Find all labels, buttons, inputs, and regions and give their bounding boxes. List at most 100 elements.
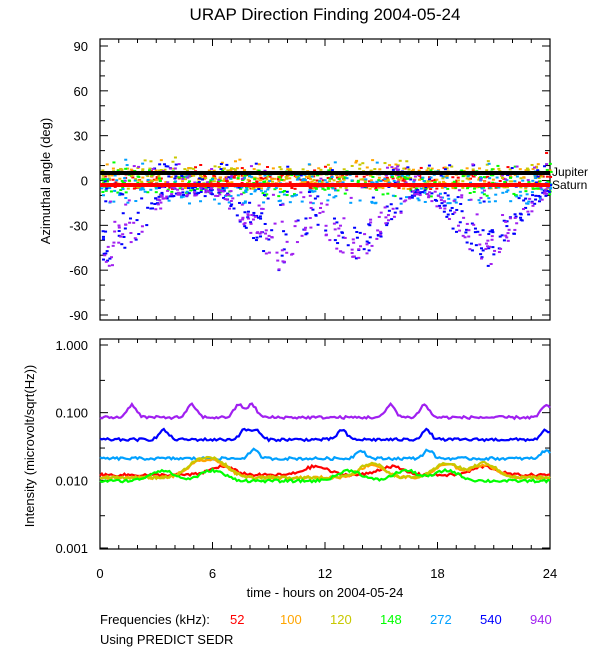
data-point [537, 176, 541, 179]
data-point [369, 169, 373, 172]
data-point [256, 177, 260, 180]
data-point [124, 203, 128, 206]
data-point [377, 186, 381, 189]
data-point [159, 193, 163, 196]
data-point [198, 177, 202, 180]
data-point [295, 241, 299, 244]
data-point [426, 167, 430, 170]
data-point [528, 197, 532, 200]
data-point [249, 221, 253, 224]
legend-item-540-khz: 540 [480, 612, 502, 627]
data-point [510, 180, 514, 183]
data-point [157, 195, 161, 198]
series-940-khz-line [99, 402, 551, 421]
data-point [375, 180, 379, 183]
data-point [140, 180, 144, 183]
data-point [389, 203, 393, 206]
data-point [281, 190, 285, 193]
data-point [527, 180, 531, 183]
data-point [260, 212, 264, 215]
data-point [116, 169, 120, 172]
data-point [531, 194, 535, 197]
data-point [473, 187, 477, 190]
data-point [173, 177, 177, 180]
data-point [178, 193, 182, 196]
data-point [446, 202, 450, 205]
data-point [358, 163, 362, 166]
data-point [367, 223, 371, 226]
data-point [379, 180, 383, 183]
data-point [233, 160, 237, 163]
data-point [277, 177, 281, 180]
data-point [151, 167, 155, 170]
data-point [373, 202, 377, 205]
data-point [119, 192, 123, 195]
data-point [157, 186, 161, 189]
data-point [439, 199, 443, 202]
data-point [446, 187, 450, 190]
data-point [124, 197, 128, 200]
data-point [469, 242, 473, 245]
data-point [227, 176, 231, 179]
data-point [282, 193, 286, 196]
data-point [419, 176, 423, 179]
data-point [307, 176, 311, 179]
data-point [159, 201, 163, 204]
data-point [456, 179, 460, 182]
data-point [129, 175, 133, 178]
data-point [542, 192, 546, 195]
data-point [170, 193, 174, 196]
data-point [249, 175, 253, 178]
data-point [535, 166, 539, 169]
data-point [154, 208, 158, 211]
data-point [480, 257, 484, 260]
data-point [501, 176, 505, 179]
data-point [430, 200, 434, 203]
data-point [443, 192, 447, 195]
data-point [487, 181, 491, 184]
data-point [478, 201, 482, 204]
data-point [503, 178, 507, 181]
data-point [184, 178, 188, 181]
data-point [427, 196, 431, 199]
data-point [508, 176, 512, 179]
data-point [106, 245, 110, 248]
data-point [541, 191, 545, 194]
data-point [121, 233, 125, 236]
y-tick-label: 90 [74, 39, 88, 54]
data-point [439, 196, 443, 199]
data-point [333, 161, 337, 164]
data-point [164, 165, 168, 168]
data-point [443, 186, 447, 189]
data-point [393, 211, 397, 214]
data-point [257, 204, 261, 207]
data-point [229, 199, 233, 202]
data-point [280, 249, 284, 252]
data-point [495, 186, 499, 189]
data-point [146, 175, 150, 178]
data-point [498, 170, 502, 173]
data-point [487, 162, 491, 165]
frequency-legend: Frequencies (kHz): [100, 612, 210, 627]
data-point [197, 192, 201, 195]
data-point [288, 181, 292, 184]
data-point [548, 184, 552, 187]
data-point [137, 175, 141, 178]
data-point [113, 220, 117, 223]
data-point [270, 236, 274, 239]
data-point [535, 187, 539, 190]
data-point [509, 200, 513, 203]
data-point [290, 195, 294, 198]
data-point [425, 193, 429, 196]
data-point [437, 194, 441, 197]
data-point [544, 188, 548, 191]
data-point [102, 252, 106, 255]
data-point [394, 167, 398, 170]
data-point [171, 195, 175, 198]
data-point [166, 189, 170, 192]
data-point [456, 224, 460, 227]
data-point [342, 217, 346, 220]
data-point [495, 176, 499, 179]
data-point [461, 175, 465, 178]
data-point [273, 177, 277, 180]
